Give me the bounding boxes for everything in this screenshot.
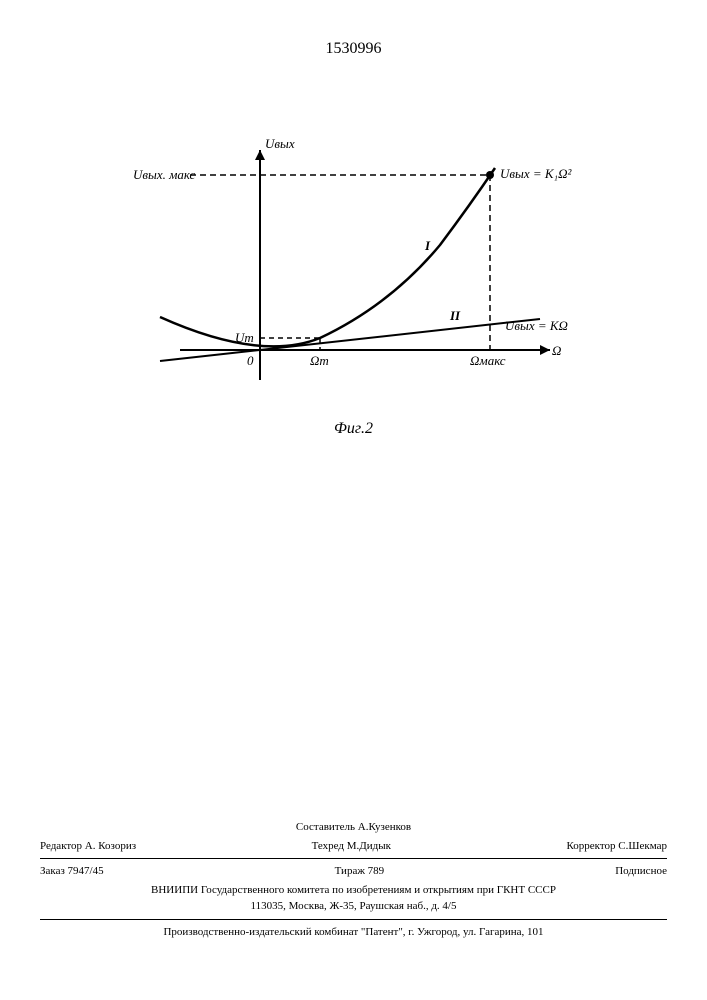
- address1: 113035, Москва, Ж-35, Раушская наб., д. …: [40, 898, 667, 915]
- um-label: Um: [235, 330, 254, 345]
- curve2-label: II: [449, 308, 461, 323]
- divider-2: [40, 919, 667, 920]
- xm-label: Ωm: [310, 353, 329, 368]
- curve-parabola: [160, 168, 495, 346]
- order-row: Заказ 7947/45 Тираж 789 Подписное: [40, 863, 667, 880]
- editor: Редактор А. Козориз: [40, 838, 136, 855]
- x-axis-arrow: [540, 345, 550, 355]
- origin-label: 0: [247, 353, 254, 368]
- y-axis-arrow: [255, 150, 265, 160]
- curve1-label: I: [424, 238, 431, 253]
- org: ВНИИПИ Государственного комитета по изоб…: [40, 882, 667, 899]
- tirazh: Тираж 789: [335, 863, 385, 880]
- chart: Uвых Ω Uвых. макс Um 0 Ωm Ωмакс I II Uвы…: [130, 130, 580, 410]
- divider-1: [40, 858, 667, 859]
- techred: Техред М.Дидык: [312, 838, 391, 855]
- xmax-label: Ωмакс: [470, 353, 506, 368]
- max-point: [486, 171, 494, 179]
- footer: Составитель А.Кузенков Редактор А. Козор…: [40, 819, 667, 940]
- order: Заказ 7947/45: [40, 863, 104, 880]
- y-axis-label: Uвых: [265, 136, 295, 151]
- compiler-line: Составитель А.Кузенков: [40, 819, 667, 836]
- x-axis-label: Ω: [552, 343, 561, 358]
- formula1: Uвых = K₁Ω²: [500, 166, 572, 181]
- umax-label: Uвых. макс: [133, 167, 195, 182]
- formula2: Uвых = KΩ: [505, 318, 568, 333]
- page-number: 1530996: [326, 40, 382, 58]
- figure-label: Фиг.2: [334, 420, 373, 438]
- credits-row: Редактор А. Козориз Техред М.Дидык Корре…: [40, 838, 667, 855]
- publisher: Производственно-издательский комбинат "П…: [40, 924, 667, 941]
- corrector: Корректор С.Шекмар: [567, 838, 667, 855]
- subscription: Подписное: [615, 863, 667, 880]
